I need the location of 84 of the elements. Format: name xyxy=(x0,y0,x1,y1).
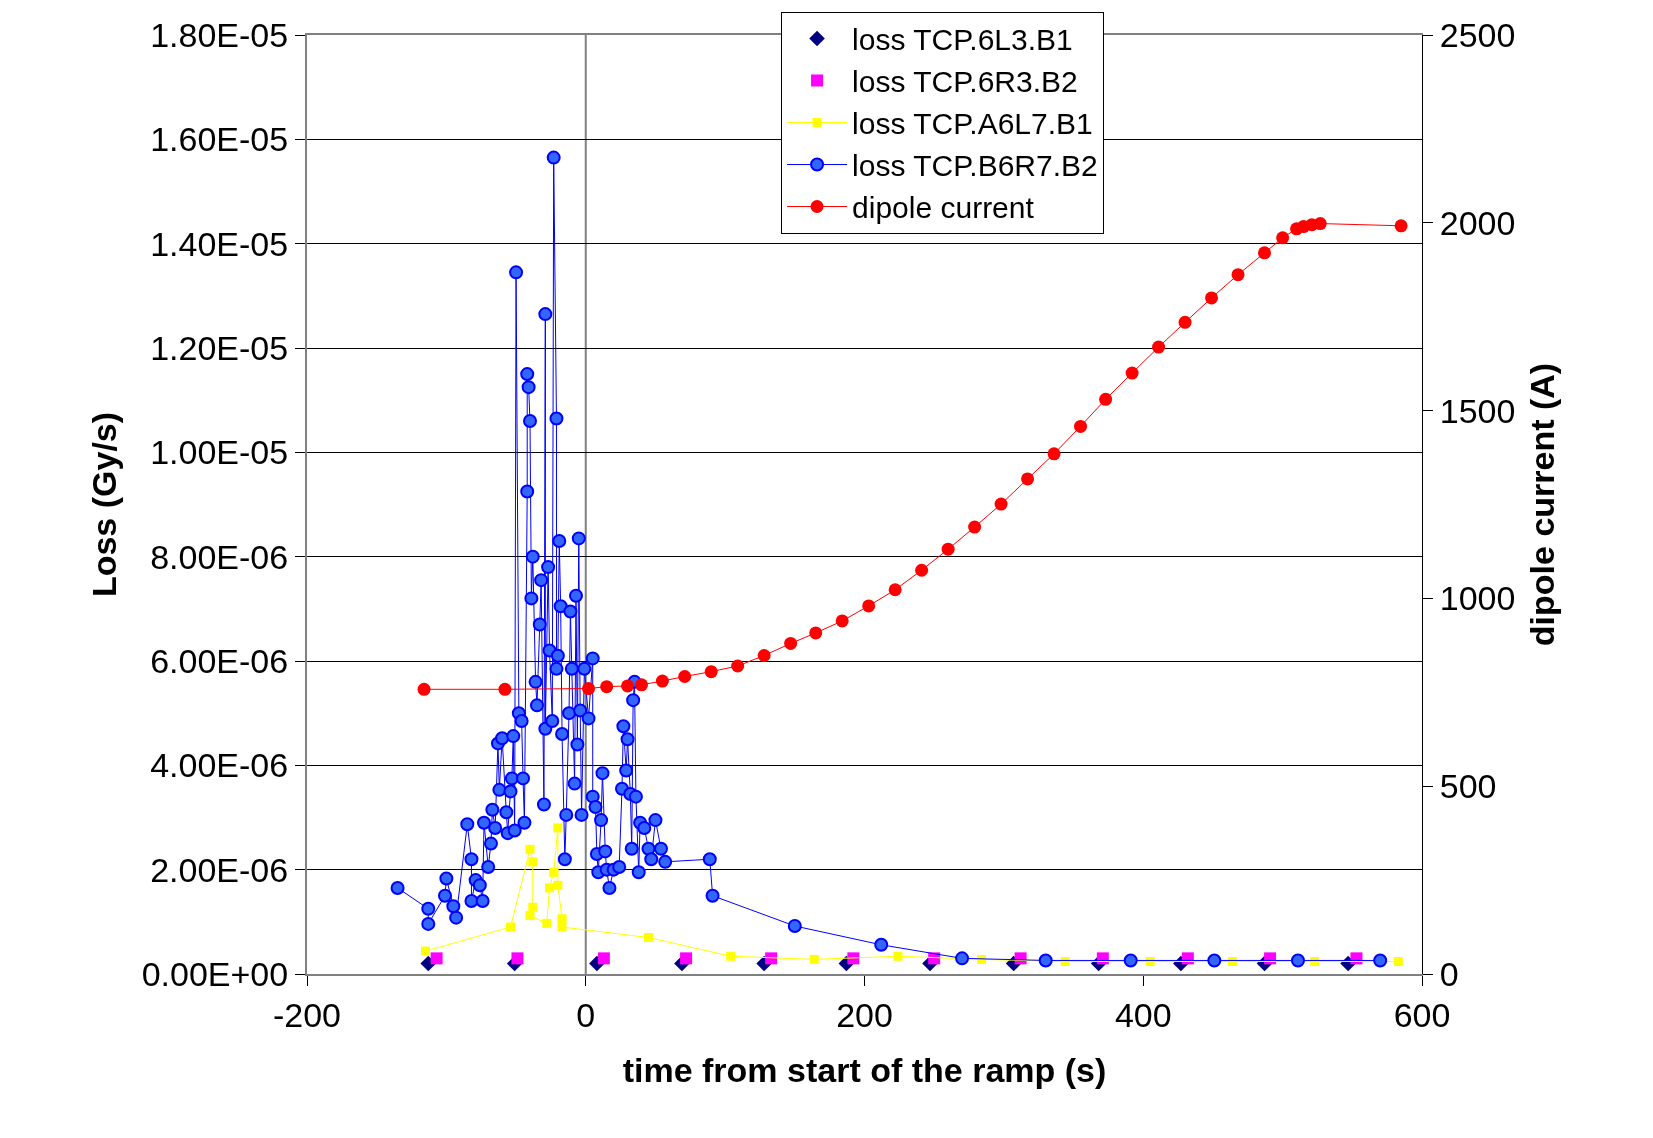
point xyxy=(680,952,693,965)
x-tick-label: 400 xyxy=(1114,995,1172,1034)
y2-tick-label: 0 xyxy=(1439,954,1459,993)
point xyxy=(1021,472,1035,486)
y-tick-label: 0.00E+00 xyxy=(141,954,289,993)
point xyxy=(888,583,902,597)
point xyxy=(525,844,535,854)
point xyxy=(525,911,535,921)
y2-tick-label: 2500 xyxy=(1439,15,1516,54)
point xyxy=(621,679,635,693)
point xyxy=(643,932,653,942)
point xyxy=(1125,366,1139,380)
x-tick-label: 600 xyxy=(1393,995,1451,1034)
point xyxy=(1099,392,1113,406)
point xyxy=(582,682,596,696)
point xyxy=(784,636,798,650)
point xyxy=(757,648,771,662)
point xyxy=(600,680,614,694)
point xyxy=(915,563,929,577)
x-tick-label: 200 xyxy=(836,995,893,1034)
point xyxy=(835,614,849,628)
point xyxy=(809,626,823,640)
x-tick-label: 0 xyxy=(576,995,596,1034)
point xyxy=(809,954,819,964)
y-tick-label: 1.60E-05 xyxy=(150,120,289,159)
point xyxy=(1231,268,1245,282)
y-tick-label: 4.00E-06 xyxy=(150,746,289,785)
legend-label: loss TCP.B6R7.B2 xyxy=(852,149,1098,183)
x-tick-label: -200 xyxy=(272,995,342,1034)
point xyxy=(635,678,648,692)
point xyxy=(545,883,555,893)
y2-tick-label: 1000 xyxy=(1439,579,1516,618)
point xyxy=(549,867,559,877)
point xyxy=(968,520,982,534)
y-tick-label: 1.00E-05 xyxy=(150,433,289,472)
x-axis-title: time from start of the ramp (s) xyxy=(622,1050,1107,1089)
legend-label: loss TCP.6R3.B2 xyxy=(852,65,1078,99)
y-axis-title: Loss (Gy/s) xyxy=(84,411,123,598)
point xyxy=(655,674,669,688)
point xyxy=(420,946,430,956)
legend-label: loss TCP.A6L7.B1 xyxy=(852,107,1093,141)
point xyxy=(498,682,512,696)
point xyxy=(1394,219,1408,233)
point xyxy=(430,952,443,965)
legend-label: loss TCP.6L3.B1 xyxy=(852,23,1073,57)
point xyxy=(505,922,515,932)
y-tick-label: 1.80E-05 xyxy=(150,15,289,54)
y-tick-label: 2.00E-06 xyxy=(150,850,289,889)
point xyxy=(731,659,745,673)
point xyxy=(1074,419,1088,433)
point xyxy=(1205,291,1219,305)
point xyxy=(678,670,692,684)
point xyxy=(1393,956,1403,966)
point xyxy=(862,599,876,613)
y-tick-label: 1.40E-05 xyxy=(150,224,289,263)
point xyxy=(557,922,567,932)
legend-label: dipole current xyxy=(852,191,1035,225)
point xyxy=(511,952,524,965)
y-tick-label: 1.20E-05 xyxy=(150,328,289,367)
point xyxy=(528,902,538,912)
point xyxy=(1178,315,1192,329)
y2-axis-title: dipole current (A) xyxy=(1522,362,1561,647)
point xyxy=(597,952,610,965)
point xyxy=(1258,246,1272,260)
y-tick-label: 6.00E-06 xyxy=(150,641,289,680)
point xyxy=(994,497,1008,511)
point xyxy=(557,914,567,924)
point xyxy=(1276,231,1290,245)
point xyxy=(1313,217,1327,231)
point xyxy=(704,665,718,679)
point xyxy=(726,951,736,961)
point xyxy=(417,682,431,696)
point xyxy=(1047,447,1061,461)
point xyxy=(893,951,903,961)
point xyxy=(1152,340,1166,354)
y2-tick-label: 1500 xyxy=(1439,391,1516,430)
point xyxy=(941,542,955,556)
point xyxy=(528,857,538,867)
point xyxy=(542,918,552,928)
point xyxy=(553,880,563,890)
y-tick-label: 8.00E-06 xyxy=(150,537,289,576)
y2-tick-label: 2000 xyxy=(1439,203,1516,242)
point xyxy=(553,823,563,833)
y2-tick-label: 500 xyxy=(1439,767,1497,806)
